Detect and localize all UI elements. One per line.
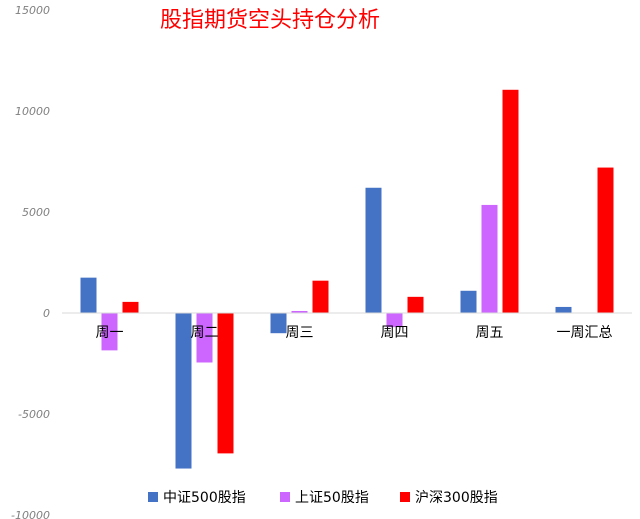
- bar: [291, 310, 308, 313]
- x-category-label: 周三: [286, 325, 314, 341]
- bar: [481, 204, 498, 313]
- bar: [502, 89, 519, 313]
- y-tick-label: -10000: [11, 509, 50, 519]
- x-category-label: 一周汇总: [557, 325, 613, 341]
- bars: [80, 89, 614, 469]
- bar: [175, 313, 192, 469]
- bar: [460, 290, 477, 313]
- legend: 中证500股指 上证50股指 沪深300股指: [148, 490, 498, 506]
- x-category-label: 周四: [381, 325, 409, 341]
- bar: [407, 296, 424, 313]
- bar: [312, 280, 329, 313]
- bar: [555, 306, 572, 313]
- bar: [217, 313, 234, 454]
- bar: [365, 187, 382, 313]
- bar: [270, 313, 287, 334]
- y-axis-ticks: 15000 10000 5000 0 -5000 -10000: [11, 4, 50, 519]
- legend-swatch: [148, 492, 158, 502]
- y-tick-label: 10000: [15, 105, 50, 118]
- y-tick-label: 5000: [22, 206, 50, 219]
- x-category-label: 周二: [191, 325, 219, 341]
- legend-label: 沪深300股指: [415, 490, 498, 506]
- y-tick-label: -5000: [18, 408, 50, 421]
- bar: [101, 313, 118, 351]
- legend-label: 上证50股指: [295, 490, 369, 506]
- y-tick-label: 0: [43, 307, 50, 320]
- y-tick-label: 15000: [15, 4, 50, 17]
- bar: [122, 301, 139, 313]
- legend-label: 中证500股指: [163, 490, 246, 506]
- bar: [597, 167, 614, 313]
- chart-title: 股指期货空头持仓分析: [160, 8, 380, 33]
- bar: [386, 313, 403, 328]
- x-category-label: 周五: [476, 325, 504, 341]
- x-category-label: 周一: [96, 325, 124, 341]
- bar: [80, 277, 97, 313]
- legend-swatch: [400, 492, 410, 502]
- bar: [196, 313, 213, 363]
- x-axis-categories: 周一 周二 周三 周四 周五 一周汇总: [96, 325, 613, 341]
- legend-swatch: [280, 492, 290, 502]
